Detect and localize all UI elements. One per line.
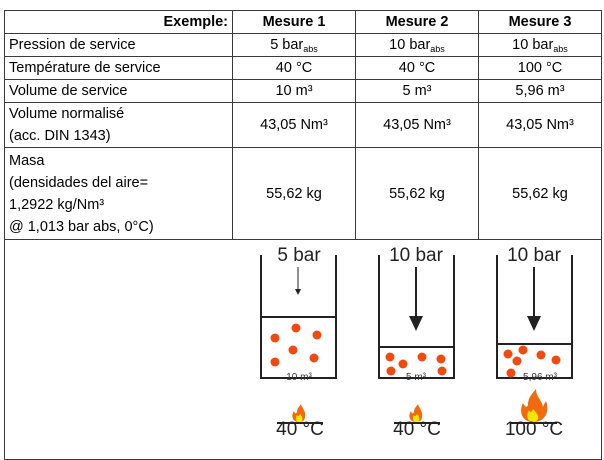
cylinders-illustration bbox=[260, 255, 573, 424]
diagram-cell: 5 bar 10 bar 10 bar 10 m³ 5 m³ 5,96 m³ 4… bbox=[4, 239, 602, 460]
volume-value-3: 5,96 m³ bbox=[478, 79, 602, 103]
temperature-value-2: 40 °C bbox=[355, 56, 479, 80]
pressure-label-1: 5 bar bbox=[277, 245, 321, 266]
diagram-row: 5 bar 10 bar 10 bar 10 m³ 5 m³ 5,96 m³ 4… bbox=[4, 239, 602, 460]
table-row-pressure: Pression de service 5 barabs 10 barabs 1… bbox=[4, 33, 602, 57]
table-row-temperature: Température de service 40 °C 40 °C 100 °… bbox=[4, 56, 602, 80]
table-row-volume: Volume de service 10 m³ 5 m³ 5,96 m³ bbox=[4, 79, 602, 103]
cylinder-1 bbox=[260, 255, 337, 379]
cylinder-2 bbox=[378, 255, 455, 379]
table-row-normalized-volume: Volume normalisé (acc. DIN 1343) 43,05 N… bbox=[4, 102, 602, 148]
table-row-mass: Masa (densidades del aire= 1,2922 kg/Nm³… bbox=[4, 147, 602, 240]
temperature-value-3: 100 °C bbox=[478, 56, 602, 80]
particles-cylinder-1 bbox=[270, 323, 322, 367]
pressure-value-2: 10 barabs bbox=[355, 33, 479, 57]
gas-compression-diagram: 5 bar 10 bar 10 bar 10 m³ 5 m³ 5,96 m³ 4… bbox=[5, 240, 600, 459]
volume-value-1: 10 m³ bbox=[232, 79, 356, 103]
header-row: Exemple: Mesure 1 Mesure 2 Mesure 3 bbox=[4, 10, 602, 34]
row-label-normalized-volume: Volume normalisé (acc. DIN 1343) bbox=[4, 102, 233, 148]
mass-value-3: 55,62 kg bbox=[478, 147, 602, 240]
comparison-table: Exemple: Mesure 1 Mesure 2 Mesure 3 Pres… bbox=[4, 10, 602, 460]
header-mesure-1: Mesure 1 bbox=[232, 10, 356, 34]
mass-value-1: 55,62 kg bbox=[232, 147, 356, 240]
volume-label-3: 5,96 m³ bbox=[523, 372, 557, 383]
normalized-volume-value-3: 43,05 Nm³ bbox=[478, 102, 602, 148]
pressure-label-2: 10 bar bbox=[389, 245, 443, 266]
header-mesure-3: Mesure 3 bbox=[478, 10, 602, 34]
normalized-volume-value-1: 43,05 Nm³ bbox=[232, 102, 356, 148]
row-label-mass: Masa (densidades del aire= 1,2922 kg/Nm³… bbox=[4, 147, 233, 240]
temperature-label-3: 100 °C bbox=[504, 419, 564, 440]
pressure-label-3: 10 bar bbox=[507, 245, 561, 266]
burner-3 bbox=[510, 389, 557, 424]
volume-label-1: 10 m³ bbox=[286, 372, 312, 383]
burner-1 bbox=[277, 404, 323, 424]
burner-2 bbox=[394, 404, 440, 424]
header-mesure-2: Mesure 2 bbox=[355, 10, 479, 34]
particles-cylinder-3 bbox=[503, 345, 561, 378]
normalized-volume-value-2: 43,05 Nm³ bbox=[355, 102, 479, 148]
cylinder-3 bbox=[496, 255, 573, 379]
temperature-label-1: 40 °C bbox=[276, 419, 324, 440]
row-label-temperature: Température de service bbox=[4, 56, 233, 80]
row-label-pressure: Pression de service bbox=[4, 33, 233, 57]
temperature-value-1: 40 °C bbox=[232, 56, 356, 80]
row-label-volume: Volume de service bbox=[4, 79, 233, 103]
volume-label-2: 5 m³ bbox=[406, 372, 426, 383]
particles-cylinder-2 bbox=[385, 352, 447, 376]
temperature-label-2: 40 °C bbox=[393, 419, 441, 440]
header-label: Exemple: bbox=[4, 10, 233, 34]
volume-value-2: 5 m³ bbox=[355, 79, 479, 103]
pressure-value-1: 5 barabs bbox=[232, 33, 356, 57]
mass-value-2: 55,62 kg bbox=[355, 147, 479, 240]
pressure-value-3: 10 barabs bbox=[478, 33, 602, 57]
